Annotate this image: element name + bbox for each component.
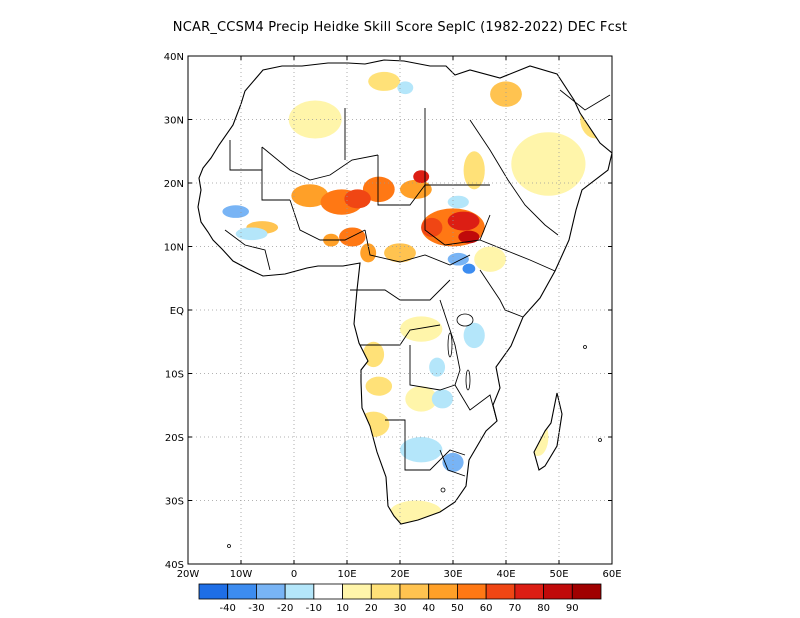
colorbar-label: -10 bbox=[306, 603, 322, 614]
skill-patch bbox=[405, 386, 438, 412]
skill-patch bbox=[368, 71, 400, 91]
skill-patch bbox=[462, 263, 476, 274]
colorbar-label: 80 bbox=[537, 603, 550, 614]
lat-tick-label: 20S bbox=[165, 433, 184, 444]
skill-patch bbox=[490, 81, 522, 107]
skill-patch bbox=[463, 322, 485, 349]
lat-tick-label: 40S bbox=[165, 560, 184, 571]
colorbar-swatch bbox=[543, 583, 573, 600]
lat-tick-label: 30N bbox=[164, 116, 184, 127]
skill-patch bbox=[458, 230, 480, 244]
lon-tick-label: 10E bbox=[337, 569, 356, 580]
colorbar-swatch bbox=[256, 583, 286, 600]
colorbar-swatch bbox=[399, 583, 430, 600]
colorbar-swatch bbox=[457, 583, 487, 600]
lon-tick-label: 20E bbox=[390, 569, 409, 580]
skill-patch bbox=[442, 452, 464, 472]
lat-tick-label: 10N bbox=[164, 243, 184, 254]
colorbar-label: 70 bbox=[508, 603, 521, 614]
lon-tick-label: 0 bbox=[291, 569, 297, 580]
lat-tick-label: 10S bbox=[165, 370, 184, 381]
skill-patch bbox=[431, 389, 453, 409]
skill-patch bbox=[365, 376, 393, 396]
colorbar-label: 30 bbox=[394, 603, 407, 614]
skill-patch bbox=[288, 100, 342, 139]
colorbar: -40 -30 -20 -10 10 20 30 40 50 60 70 80 90 bbox=[198, 583, 602, 614]
skill-patch bbox=[413, 170, 430, 183]
colorbar-label: 60 bbox=[480, 603, 493, 614]
skill-patch bbox=[235, 227, 268, 241]
skill-patch bbox=[389, 500, 443, 524]
colorbar-swatch bbox=[198, 583, 229, 600]
colorbar-label: 40 bbox=[422, 603, 435, 614]
lat-tick-label: 40N bbox=[164, 52, 184, 63]
madagascar-outline bbox=[533, 392, 563, 471]
skill-patch bbox=[447, 195, 469, 209]
skill-patch bbox=[339, 227, 366, 247]
country-borders bbox=[224, 108, 556, 477]
colorbar-swatch bbox=[370, 583, 401, 600]
lon-tick-label: 30E bbox=[443, 569, 462, 580]
colorbar-swatch bbox=[284, 583, 315, 600]
skill-patch bbox=[344, 189, 371, 209]
skill-patch bbox=[447, 211, 480, 231]
colorbar-label: 20 bbox=[365, 603, 378, 614]
skill-patch bbox=[400, 179, 432, 199]
skill-patch bbox=[360, 243, 377, 263]
skill-patch bbox=[421, 217, 443, 237]
skill-patch bbox=[429, 357, 446, 377]
colorbar-swatch bbox=[313, 583, 343, 600]
skill-patch bbox=[400, 316, 443, 342]
colorbar-label: -20 bbox=[277, 603, 293, 614]
skill-patch bbox=[291, 184, 329, 208]
lon-tick-label: 20W bbox=[177, 569, 200, 580]
lon-tick-label: 50E bbox=[549, 569, 568, 580]
lon-tick-label: 10W bbox=[230, 569, 253, 580]
skill-patch bbox=[347, 456, 369, 482]
map-grid bbox=[188, 56, 612, 564]
skill-patch bbox=[357, 411, 390, 437]
colorbar-label: 10 bbox=[336, 603, 349, 614]
skill-patch bbox=[400, 437, 443, 463]
colorbar-swatch bbox=[571, 583, 602, 600]
colorbar-swatch bbox=[342, 583, 372, 600]
skill-patch bbox=[222, 205, 249, 218]
colorbar-label: -30 bbox=[248, 603, 264, 614]
colorbar-swatch bbox=[428, 583, 458, 600]
colorbar-label: 50 bbox=[451, 603, 464, 614]
coastline bbox=[197, 59, 613, 525]
lat-tick-label: 20N bbox=[164, 179, 184, 190]
skill-patch bbox=[527, 417, 549, 457]
lat-tick-label: 30S bbox=[165, 497, 184, 508]
colorbar-label: -40 bbox=[220, 603, 236, 614]
colorbar-swatch bbox=[227, 583, 257, 600]
skill-patch bbox=[474, 246, 506, 272]
map-axes: 20W 10W 0 10E 20E 30E 40E 50E 60E 40N 30N 20N 10N EQ 1… bbox=[164, 52, 622, 580]
lon-tick-label: 40E bbox=[496, 569, 515, 580]
lat-tick-label: EQ bbox=[170, 306, 184, 317]
map-title: NCAR_CCSM4 Precip Heidke Skill Score Sep… bbox=[172, 20, 628, 35]
lon-tick-label: 60E bbox=[602, 569, 621, 580]
colorbar-label: 90 bbox=[566, 603, 579, 614]
skill-patch bbox=[362, 176, 395, 203]
skill-field bbox=[222, 71, 612, 524]
lakes bbox=[227, 313, 602, 548]
colorbar-swatch bbox=[485, 583, 516, 600]
skill-patch bbox=[463, 151, 485, 190]
skill-patch bbox=[447, 252, 469, 266]
skill-patch bbox=[511, 132, 586, 196]
skill-patch bbox=[397, 81, 414, 95]
colorbar-swatch bbox=[514, 583, 544, 600]
